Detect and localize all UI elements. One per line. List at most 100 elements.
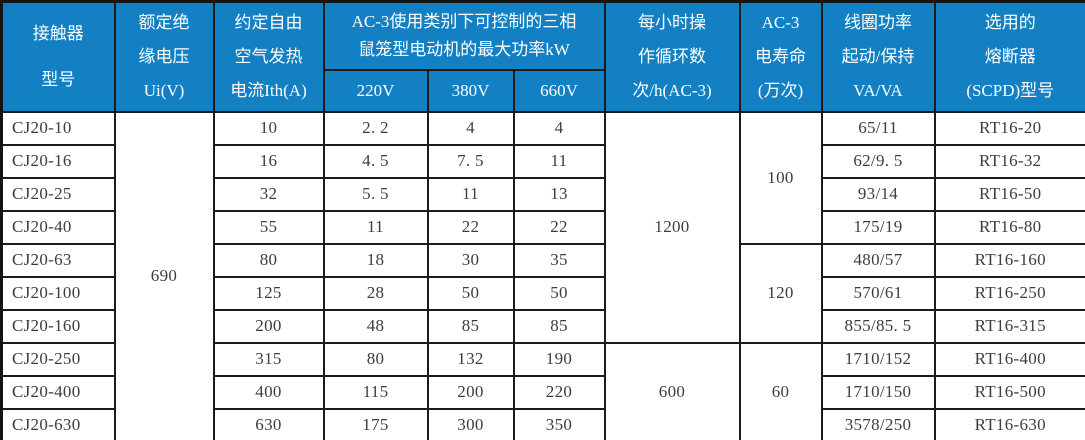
header-thermal-current: 约定自由 空气发热 电流Ith(A) bbox=[212, 0, 325, 113]
ith-cell: 32 bbox=[212, 176, 325, 212]
ith-cell: 400 bbox=[212, 374, 325, 410]
coil-power-cell: 62/9. 5 bbox=[820, 143, 936, 179]
power-660v-cell: 50 bbox=[512, 275, 606, 311]
ith-cell: 55 bbox=[212, 209, 325, 245]
header-660v: 660V bbox=[512, 68, 606, 113]
power-220v-cell: 175 bbox=[322, 407, 429, 440]
coil-power-cell: 1710/152 bbox=[820, 341, 936, 377]
power-380v-cell: 300 bbox=[426, 407, 515, 440]
fuse-cell: RT16-500 bbox=[933, 374, 1085, 410]
table-body: CJ20-10 690 10 2. 2 4 4 1200 100 65/11 R… bbox=[0, 110, 1085, 440]
header-row-1: 接触器 型号 额定绝 缘电压 Ui(V) 约定自由 空气发热 电流Ith(A) … bbox=[0, 0, 1085, 113]
power-380v-cell: 30 bbox=[426, 242, 515, 278]
ith-cell: 315 bbox=[212, 341, 325, 377]
coil-power-cell: 1710/150 bbox=[820, 374, 936, 410]
power-660v-cell: 22 bbox=[512, 209, 606, 245]
ith-cell: 80 bbox=[212, 242, 325, 278]
header-model: 接触器 型号 bbox=[0, 0, 116, 113]
fuse-cell: RT16-315 bbox=[933, 308, 1085, 344]
table-row: CJ20-40 55 11 22 22 175/19 RT16-80 bbox=[0, 209, 1085, 245]
power-380v-cell: 7. 5 bbox=[426, 143, 515, 179]
table-row: CJ20-10 690 10 2. 2 4 4 1200 100 65/11 R… bbox=[0, 110, 1085, 440]
header-220v: 220V bbox=[322, 68, 429, 113]
table-row: CJ20-630 630 175 300 350 3578/250 RT16-6… bbox=[0, 407, 1085, 440]
header-electrical-life: AC-3 电寿命 (万次) bbox=[738, 0, 823, 113]
header-coil-power: 线圈功率 起动/保持 VA/VA bbox=[820, 0, 936, 113]
fuse-cell: RT16-160 bbox=[933, 242, 1085, 278]
power-660v-cell: 4 bbox=[512, 110, 606, 146]
power-220v-cell: 28 bbox=[322, 275, 429, 311]
table-row: CJ20-160 200 48 85 85 855/85. 5 RT16-315 bbox=[0, 308, 1085, 344]
fuse-cell: RT16-50 bbox=[933, 176, 1085, 212]
power-380v-cell: 50 bbox=[426, 275, 515, 311]
coil-power-cell: 570/61 bbox=[820, 275, 936, 311]
power-220v-cell: 80 bbox=[322, 341, 429, 377]
model-cell: CJ20-250 bbox=[0, 341, 116, 377]
table-row: CJ20-250 315 80 132 190 600 60 1710/152 … bbox=[0, 341, 1085, 440]
ith-cell: 10 bbox=[212, 110, 325, 146]
power-220v-cell: 18 bbox=[322, 242, 429, 278]
header-380v: 380V bbox=[426, 68, 515, 113]
header-max-power-title: AC-3使用类别下可控制的三相 鼠笼型电动机的最大功率kW bbox=[322, 0, 606, 71]
power-220v-cell: 48 bbox=[322, 308, 429, 344]
model-cell: CJ20-400 bbox=[0, 374, 116, 410]
coil-power-cell: 3578/250 bbox=[820, 407, 936, 440]
coil-power-cell: 480/57 bbox=[820, 242, 936, 278]
model-cell: CJ20-100 bbox=[0, 275, 116, 311]
electrical-life-cell: 60 bbox=[738, 341, 823, 440]
ith-cell: 200 bbox=[212, 308, 325, 344]
cycles-per-hour-cell: 1200 bbox=[603, 110, 741, 344]
fuse-cell: RT16-630 bbox=[933, 407, 1085, 440]
power-380v-cell: 132 bbox=[426, 341, 515, 377]
fuse-cell: RT16-20 bbox=[933, 110, 1085, 146]
cycles-per-hour-cell: 600 bbox=[603, 341, 741, 440]
coil-power-cell: 65/11 bbox=[820, 110, 936, 146]
header-insulation-voltage: 额定绝 缘电压 Ui(V) bbox=[113, 0, 215, 113]
table-header: 接触器 型号 额定绝 缘电压 Ui(V) 约定自由 空气发热 电流Ith(A) … bbox=[0, 0, 1085, 113]
ith-cell: 125 bbox=[212, 275, 325, 311]
model-cell: CJ20-63 bbox=[0, 242, 116, 278]
table-row: CJ20-63 80 18 30 35 120 480/57 RT16-160 bbox=[0, 242, 1085, 344]
power-220v-cell: 115 bbox=[322, 374, 429, 410]
coil-power-cell: 93/14 bbox=[820, 176, 936, 212]
fuse-cell: RT16-250 bbox=[933, 275, 1085, 311]
power-660v-cell: 11 bbox=[512, 143, 606, 179]
power-660v-cell: 220 bbox=[512, 374, 606, 410]
header-cycles-per-hour: 每小时操 作循环数 次/h(AC-3) bbox=[603, 0, 741, 113]
fuse-cell: RT16-32 bbox=[933, 143, 1085, 179]
table-row: CJ20-100 125 28 50 50 570/61 RT16-250 bbox=[0, 275, 1085, 311]
fuse-cell: RT16-400 bbox=[933, 341, 1085, 377]
power-660v-cell: 190 bbox=[512, 341, 606, 377]
coil-power-cell: 855/85. 5 bbox=[820, 308, 936, 344]
power-660v-cell: 35 bbox=[512, 242, 606, 278]
power-660v-cell: 13 bbox=[512, 176, 606, 212]
electrical-life-cell: 120 bbox=[738, 242, 823, 344]
power-380v-cell: 200 bbox=[426, 374, 515, 410]
power-660v-cell: 350 bbox=[512, 407, 606, 440]
power-660v-cell: 85 bbox=[512, 308, 606, 344]
electrical-life-cell: 100 bbox=[738, 110, 823, 245]
ith-cell: 630 bbox=[212, 407, 325, 440]
model-cell: CJ20-25 bbox=[0, 176, 116, 212]
power-380v-cell: 11 bbox=[426, 176, 515, 212]
header-row-2: 220V 380V 660V bbox=[2, 68, 1085, 113]
model-cell: CJ20-16 bbox=[0, 143, 116, 179]
power-380v-cell: 85 bbox=[426, 308, 515, 344]
power-220v-cell: 11 bbox=[322, 209, 429, 245]
coil-power-cell: 175/19 bbox=[820, 209, 936, 245]
ith-cell: 16 bbox=[212, 143, 325, 179]
model-cell: CJ20-160 bbox=[0, 308, 116, 344]
fuse-cell: RT16-80 bbox=[933, 209, 1085, 245]
table-row: CJ20-25 32 5. 5 11 13 93/14 RT16-50 bbox=[0, 176, 1085, 212]
power-220v-cell: 5. 5 bbox=[322, 176, 429, 212]
model-cell: CJ20-630 bbox=[0, 407, 116, 440]
table-row: CJ20-400 400 115 200 220 1710/150 RT16-5… bbox=[0, 374, 1085, 410]
power-380v-cell: 4 bbox=[426, 110, 515, 146]
insulation-voltage-cell: 690 bbox=[113, 110, 215, 440]
power-380v-cell: 22 bbox=[426, 209, 515, 245]
header-fuse: 选用的 熔断器 (SCPD)型号 bbox=[933, 0, 1085, 113]
power-220v-cell: 4. 5 bbox=[322, 143, 429, 179]
model-cell: CJ20-40 bbox=[0, 209, 116, 245]
